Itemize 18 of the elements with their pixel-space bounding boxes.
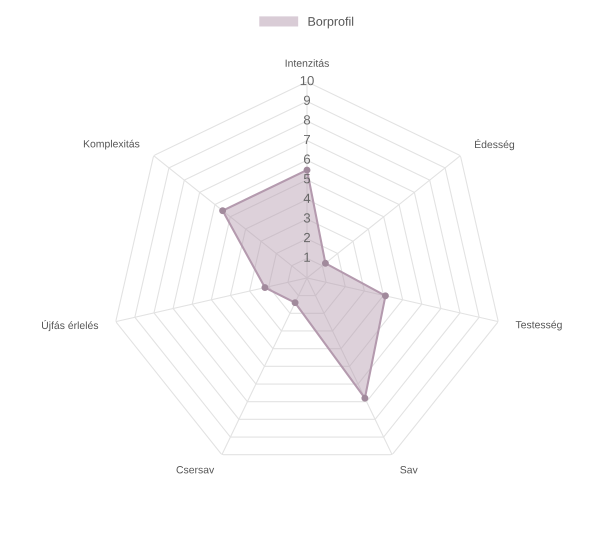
y-tick-label: 9: [304, 96, 310, 105]
spoke-label: Újfás érlelés: [42, 320, 98, 332]
spoke-label: Édesség: [475, 139, 514, 150]
y-tick-label: 1: [304, 252, 310, 262]
spoke-label: Intenzitás: [286, 59, 329, 67]
spoke-label: Sav: [400, 466, 418, 474]
spoke-label: Komplexitás: [84, 140, 140, 150]
y-tick-label: 6: [304, 154, 310, 164]
y-tick-label: 2: [304, 232, 310, 242]
y-tick-label: 3: [304, 213, 310, 223]
legend-label: Borprofil: [308, 16, 354, 28]
y-tick-label: 10: [300, 76, 314, 86]
spoke-label: Testesség: [516, 320, 562, 330]
spoke-label: Csersav: [176, 466, 214, 474]
y-tick-label: 8: [304, 115, 310, 125]
y-tick-label: 5: [304, 174, 310, 184]
y-tick-label: 7: [304, 134, 310, 144]
y-tick-label: 4: [304, 194, 310, 203]
